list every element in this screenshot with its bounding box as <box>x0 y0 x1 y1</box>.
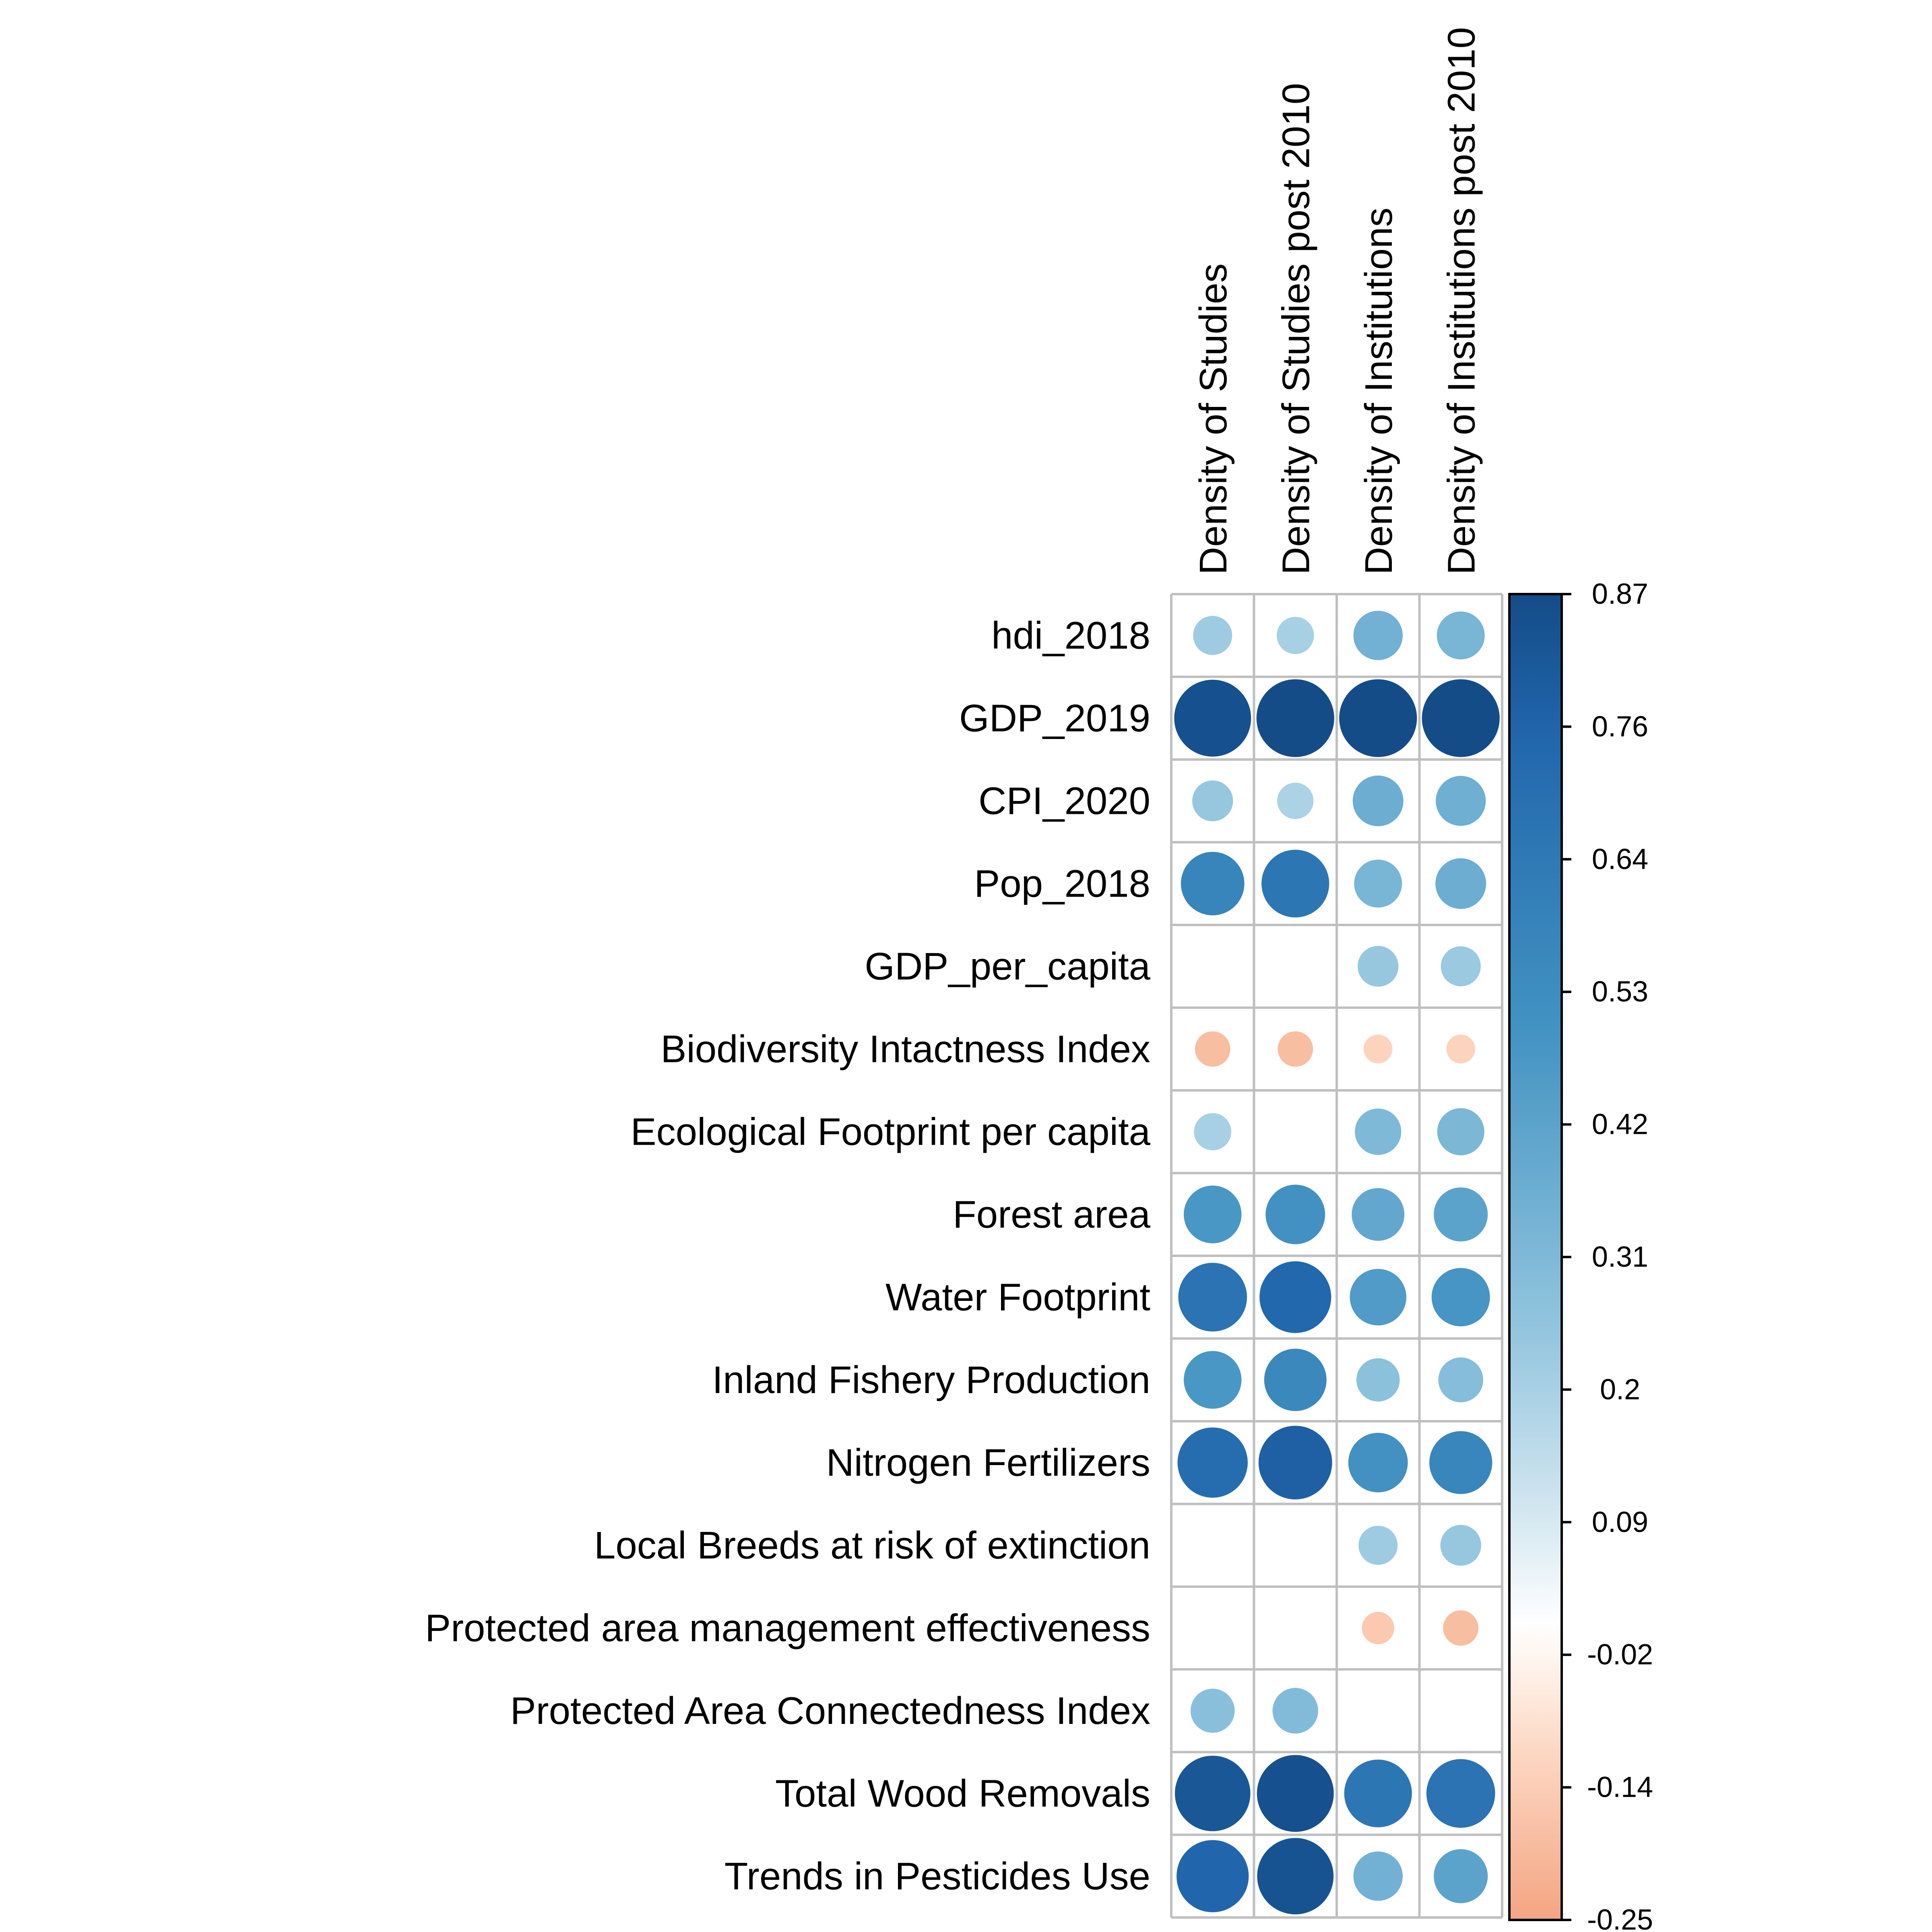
correlation-circle <box>1276 617 1314 654</box>
correlation-circle <box>1352 1188 1405 1241</box>
correlation-circle <box>1178 1263 1247 1332</box>
correlation-circle <box>1363 1034 1393 1064</box>
colorbar-tick-label: -0.02 <box>1587 1639 1653 1671</box>
correlation-circle <box>1437 611 1485 660</box>
row-label: GDP_2019 <box>959 697 1150 740</box>
colorbar-tick-label: -0.14 <box>1587 1771 1653 1804</box>
correlation-circle <box>1434 1187 1488 1242</box>
correlation-circle <box>1258 1426 1332 1500</box>
correlation-circle <box>1358 946 1399 987</box>
correlation-circle <box>1264 1348 1327 1411</box>
correlation-circle <box>1174 1755 1251 1831</box>
correlation-circle <box>1426 1759 1495 1828</box>
row-label: Biodiversity Intactness Index <box>661 1028 1150 1071</box>
column-label: Density of Institutions post 2010 <box>1440 27 1483 575</box>
colorbar: 0.87 0.76 0.64 0.53 0.42 0.31 0.2 0.09 -0.02 -0.1… <box>1508 578 1653 1932</box>
correlation-circle <box>1431 1268 1490 1327</box>
correlation-circle <box>1440 1525 1481 1566</box>
correlation-circle <box>1257 1838 1334 1915</box>
correlation-circle <box>1272 1688 1318 1734</box>
colorbar-tick-label: 0.53 <box>1592 976 1648 1008</box>
correlation-circle <box>1429 1431 1492 1494</box>
correlation-circle <box>1174 679 1251 757</box>
row-label: Forest area <box>953 1193 1150 1236</box>
row-label: Total Wood Removals <box>775 1772 1150 1815</box>
correlation-circle <box>1353 1851 1403 1901</box>
correlation-circle <box>1190 1688 1235 1733</box>
colorbar-tick-label: 0.09 <box>1592 1506 1648 1538</box>
correlation-circle <box>1195 1031 1230 1067</box>
correlation-circle <box>1446 1034 1476 1064</box>
row-label: Water Footprint <box>886 1276 1150 1319</box>
correlation-circle <box>1344 1759 1412 1827</box>
row-label: Protected Area Connectedness Index <box>510 1689 1150 1732</box>
row-label: Pop_2018 <box>974 862 1150 905</box>
correlation-circle <box>1259 1261 1331 1333</box>
colorbar-tick-label: 0.42 <box>1592 1108 1648 1141</box>
correlation-circle <box>1184 1351 1242 1409</box>
correlation-circle <box>1443 1610 1479 1646</box>
correlation-circle <box>1356 1358 1400 1402</box>
colorbar-tick-label: 0.2 <box>1600 1373 1640 1406</box>
correlation-circle <box>1177 1427 1248 1498</box>
correlation-circle <box>1358 1525 1398 1565</box>
correlation-circle <box>1261 850 1329 918</box>
correlation-circle <box>1194 1113 1232 1151</box>
correlation-circle <box>1192 780 1233 822</box>
correlation-circle <box>1257 1755 1334 1832</box>
correlation-circle <box>1181 852 1245 916</box>
row-label: Protected area management effectiveness <box>425 1606 1150 1649</box>
row-label: Inland Fishery Production <box>712 1358 1150 1402</box>
correlation-circle <box>1348 1432 1408 1492</box>
correlation-circle <box>1436 776 1486 826</box>
correlation-circle <box>1265 1185 1325 1245</box>
correlation-circle <box>1355 1108 1402 1155</box>
row-label: GDP_per_capita <box>865 945 1150 988</box>
correlation-circle <box>1350 1269 1406 1325</box>
correlation-circle <box>1339 679 1417 757</box>
correlation-circle <box>1256 679 1334 757</box>
column-label: Density of Studies <box>1192 263 1235 575</box>
correlation-circle <box>1193 616 1232 655</box>
correlation-circle <box>1362 1612 1394 1644</box>
colorbar-tick-label: -0.25 <box>1587 1904 1653 1932</box>
correlation-circle <box>1184 1185 1242 1243</box>
correlation-circle <box>1278 1031 1313 1067</box>
correlation-circle <box>1354 859 1402 908</box>
correlation-circle <box>1437 1108 1484 1156</box>
correlation-circle <box>1434 1849 1488 1903</box>
correlation-circle <box>1352 775 1404 826</box>
grid <box>1170 593 1503 1919</box>
correlation-circle <box>1422 679 1500 757</box>
correlation-circle <box>1438 1357 1484 1403</box>
colorbar-tick-label: 0.64 <box>1592 843 1648 875</box>
column-labels: Density of Studies Density of Studies pos… <box>1192 27 1483 575</box>
correlation-circle <box>1353 611 1403 661</box>
row-label: Local Breeds at risk of extinction <box>594 1524 1150 1567</box>
circle-marks <box>1174 611 1500 1915</box>
colorbar-tick-label: 0.76 <box>1592 710 1648 743</box>
colorbar-tick-label: 0.31 <box>1592 1241 1648 1273</box>
colorbar-tick-label: 0.87 <box>1592 578 1648 610</box>
row-label: hdi_2018 <box>991 614 1150 657</box>
row-label: Ecological Footprint per capita <box>631 1110 1151 1153</box>
colorbar-gradient <box>1508 593 1563 1921</box>
row-label: Trends in Pesticides Use <box>724 1855 1150 1898</box>
correlation-circle <box>1177 1840 1249 1912</box>
row-labels: hdi_2018 GDP_2019 CPI_2020 Pop_2018 GDP_per_… <box>425 614 1151 1898</box>
column-label: Density of Studies post 2010 <box>1274 83 1317 575</box>
correlation-circle <box>1435 858 1486 909</box>
correlation-circle <box>1441 946 1481 987</box>
row-label: Nitrogen Fertilizers <box>826 1441 1150 1484</box>
column-label: Density of Institutions <box>1357 208 1400 575</box>
correlation-circle <box>1277 782 1314 819</box>
row-label: CPI_2020 <box>978 779 1150 822</box>
